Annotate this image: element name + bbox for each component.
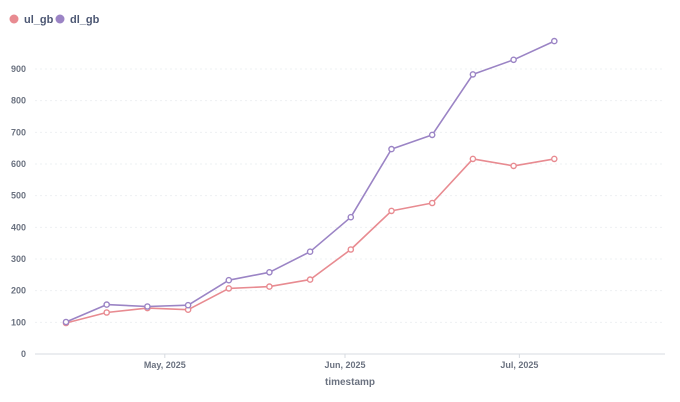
data-point-dl_gb[interactable] xyxy=(184,301,192,309)
legend: ul_gb dl_gb xyxy=(9,14,100,26)
data-point-ul_gb[interactable] xyxy=(469,155,477,163)
y-tick-label: 700 xyxy=(11,127,26,137)
data-point-dl_gb[interactable] xyxy=(62,318,70,326)
data-point-ul_gb[interactable] xyxy=(428,199,436,207)
x-tick-label: Jun, 2025 xyxy=(324,360,365,370)
x-tick-label: Jul, 2025 xyxy=(500,360,538,370)
y-tick-label: 0 xyxy=(21,349,26,359)
data-point-dl_gb[interactable] xyxy=(510,56,517,64)
data-point-ul_gb[interactable] xyxy=(103,309,110,316)
data-point-ul_gb[interactable] xyxy=(510,162,517,170)
x-axis-title: timestamp xyxy=(325,377,375,388)
data-point-dl_gb[interactable] xyxy=(306,248,314,255)
data-point-ul_gb[interactable] xyxy=(306,276,314,283)
legend-label-ul_gb[interactable]: ul_gb xyxy=(24,14,54,26)
data-point-dl_gb[interactable] xyxy=(551,37,558,45)
y-tick-label: 300 xyxy=(11,254,26,264)
series-group xyxy=(62,37,558,327)
y-tick-label: 600 xyxy=(11,159,26,169)
y-tick-label: 800 xyxy=(11,96,26,106)
grid: 0 100 200 300 400 500 600 700 800 900 xyxy=(11,64,665,359)
y-tick-label: 400 xyxy=(11,222,26,232)
legend-label-dl_gb[interactable]: dl_gb xyxy=(70,14,100,26)
data-point-dl_gb[interactable] xyxy=(144,303,151,310)
y-tick-label: 100 xyxy=(11,317,26,327)
data-point-dl_gb[interactable] xyxy=(469,71,477,78)
legend-swatch-dl_gb[interactable] xyxy=(55,14,65,24)
data-point-dl_gb[interactable] xyxy=(428,131,436,139)
y-tick-label: 200 xyxy=(11,286,26,296)
data-point-dl_gb[interactable] xyxy=(225,276,233,284)
data-point-ul_gb[interactable] xyxy=(266,283,273,290)
data-point-dl_gb[interactable] xyxy=(103,301,110,308)
data-point-dl_gb[interactable] xyxy=(388,145,395,153)
data-point-dl_gb[interactable] xyxy=(347,213,355,221)
data-point-ul_gb[interactable] xyxy=(388,207,395,215)
y-tick-label: 900 xyxy=(11,64,26,74)
x-tick-label: May, 2025 xyxy=(144,360,186,370)
data-point-ul_gb[interactable] xyxy=(551,155,558,163)
y-tick-label: 500 xyxy=(11,191,26,201)
series-line-ul_gb xyxy=(65,158,556,324)
legend-swatch-ul_gb[interactable] xyxy=(9,14,19,24)
data-point-ul_gb[interactable] xyxy=(225,285,233,292)
data-point-ul_gb[interactable] xyxy=(347,246,355,253)
data-point-dl_gb[interactable] xyxy=(266,268,273,276)
axes: May, 2025 Jun, 2025 Jul, 2025 xyxy=(35,353,665,370)
